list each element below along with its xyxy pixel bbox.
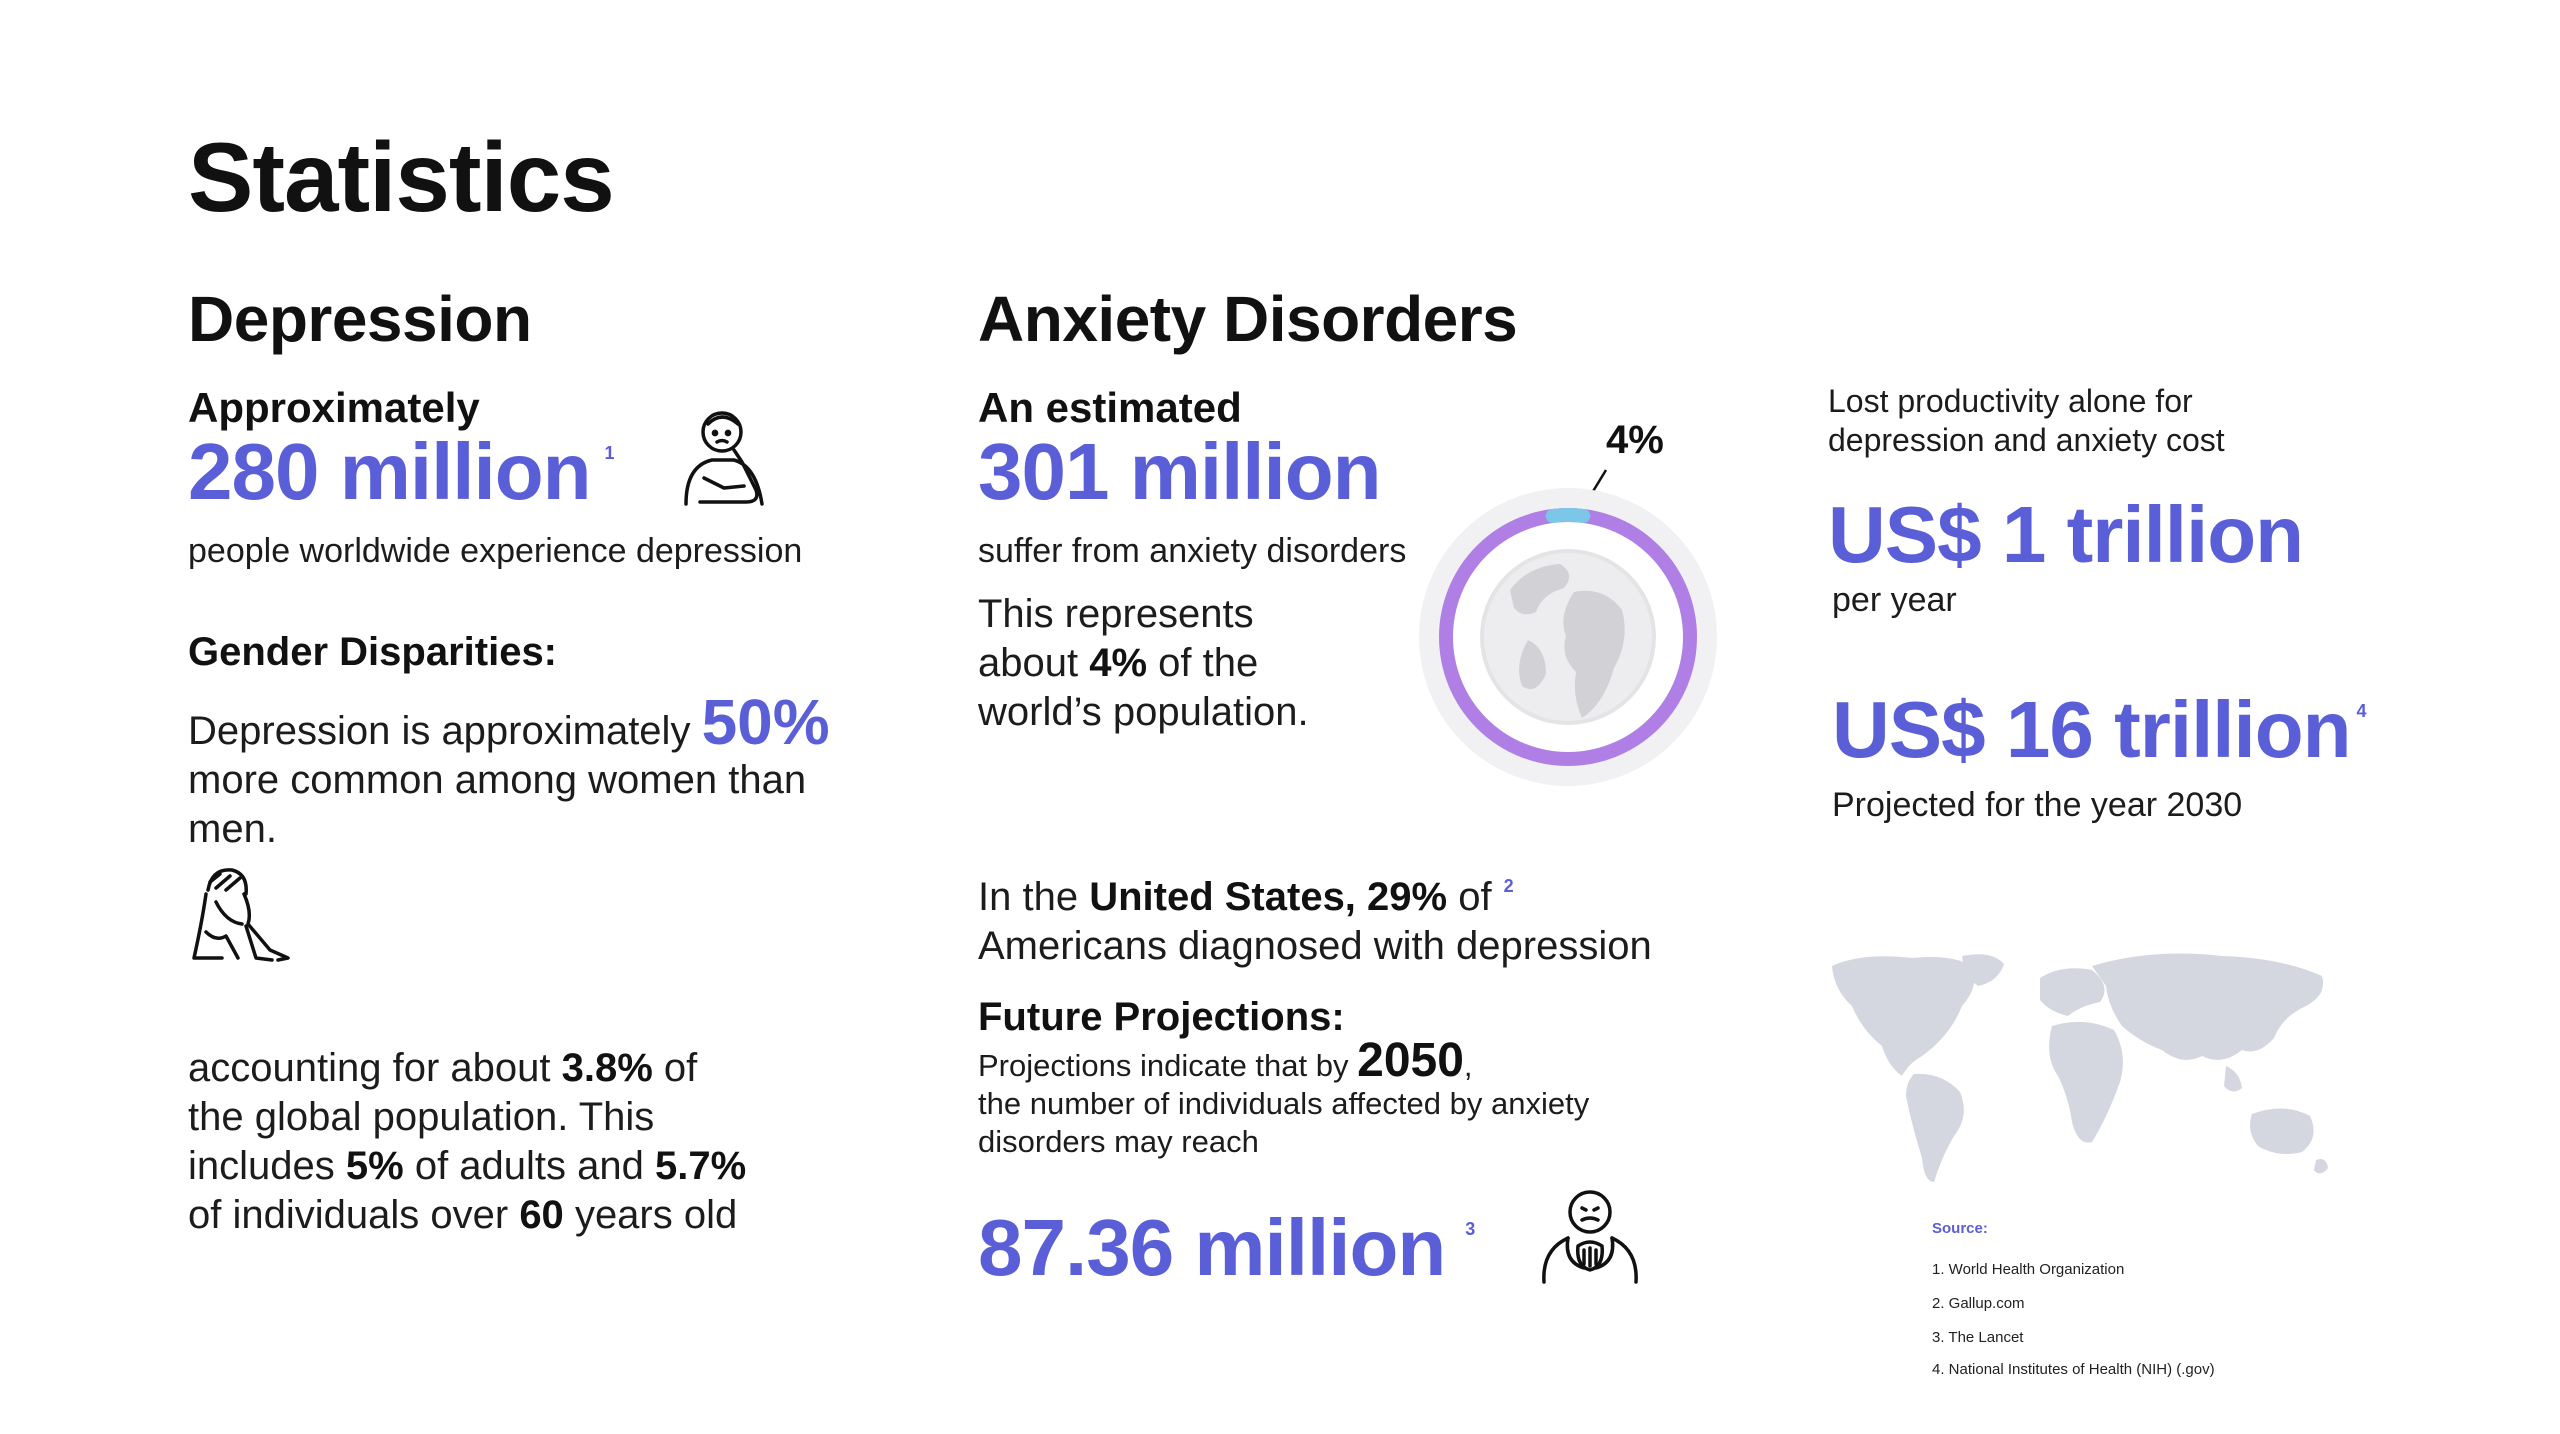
globe-icon — [1480, 549, 1656, 725]
future-1: Projections indicate that by — [978, 1048, 1349, 1083]
acct-3: of adults and — [414, 1144, 644, 1188]
acct-2: of the global population. This includes — [188, 1046, 698, 1188]
depression-lead: Approximately — [188, 384, 480, 431]
depression-ref: 1 — [604, 443, 614, 463]
anxiety-represents: This represents about 4% of the world’s … — [978, 590, 1358, 737]
world-map-icon — [1832, 953, 2328, 1182]
us-stat: In the United States, 29% of 2 Americans … — [978, 862, 1652, 971]
us-1: In the — [978, 875, 1079, 919]
us-3: Americans diagnosed with depression — [978, 924, 1652, 968]
economy-figure-2: US$ 16 trillion 4 — [1832, 690, 2367, 770]
depression-heading: Depression — [188, 283, 532, 355]
gender-text: Depression is approximately 50% more com… — [188, 690, 888, 854]
acct-elder: 5.7% — [655, 1144, 747, 1188]
future-text: Projections indicate that by 2050, the n… — [978, 1034, 1590, 1160]
future-2: the number of individuals affected by an… — [978, 1086, 1590, 1159]
rep-1: This represents about — [978, 592, 1254, 685]
donut-marker — [1545, 508, 1591, 523]
depression-figure-value: 280 million — [188, 427, 591, 516]
acct-age: 60 — [519, 1193, 564, 1237]
future-heading: Future Projections: — [978, 995, 1345, 1039]
anxiety-desc: suffer from anxiety disorders — [978, 532, 1407, 570]
gender-pct: 50% — [701, 686, 830, 758]
future-year: 2050 — [1357, 1034, 1464, 1087]
acct-4: of individuals over — [188, 1193, 509, 1237]
anxiety-lead: An estimated — [978, 384, 1242, 431]
us-ref: 2 — [1503, 876, 1514, 896]
donut-track — [1419, 488, 1717, 786]
source-item-4: 4. National Institutes of Health (NIH) (… — [1932, 1361, 2215, 1378]
acct-adults: 5% — [345, 1144, 404, 1188]
future-ref: 3 — [1465, 1219, 1475, 1239]
future-figure-value: 87.36 million — [978, 1203, 1446, 1292]
acct-1: accounting for about — [188, 1046, 551, 1090]
sad-sitting-person-icon — [192, 868, 290, 962]
anxiety-heading: Anxiety Disorders — [978, 283, 1518, 355]
acct-pct: 3.8% — [561, 1046, 653, 1090]
source-item-2: 2. Gallup.com — [1932, 1295, 2025, 1312]
economy-ref: 4 — [2356, 701, 2366, 721]
gender-text-1: Depression is approximately — [188, 709, 691, 753]
anxiety-figure: 301 million — [978, 427, 1381, 516]
donut-label: 4% — [1606, 418, 1664, 462]
rep-pct: 4% — [1089, 641, 1148, 685]
acct-5: years old — [574, 1193, 738, 1237]
gender-heading: Gender Disparities: — [188, 630, 558, 674]
depression-desc: people worldwide experience depression — [188, 532, 803, 570]
donut-chart — [1419, 469, 1717, 786]
source-item-3: 3. The Lancet — [1932, 1329, 2024, 1346]
economy-figure-2-value: US$ 16 trillion — [1832, 685, 2351, 774]
depression-figure: 280 million 1 — [188, 432, 615, 512]
us-country: United States, 29% — [1089, 875, 1448, 919]
us-2: of — [1458, 875, 1492, 919]
future-figure: 87.36 million 3 — [978, 1208, 1475, 1288]
gender-text-2: more common among women than men. — [188, 758, 807, 851]
economy-figure-2-note: Projected for the year 2030 — [1832, 786, 2243, 824]
accounting-text: accounting for about 3.8% of the global … — [188, 1044, 748, 1240]
economy-figure-1: US$ 1 trillion — [1828, 490, 2304, 579]
rep-2: of the world’s population. — [978, 641, 1309, 734]
thinking-person-icon — [684, 411, 764, 506]
page-title: Statistics — [188, 122, 615, 232]
economy-figure-1-note: per year — [1832, 581, 1957, 619]
source-item-1: 1. World Health Organization — [1932, 1261, 2125, 1278]
sources-title: Source: — [1932, 1220, 1988, 1237]
worried-person-icon — [1542, 1190, 1638, 1284]
economy-intro: Lost productivity alone for depression a… — [1828, 383, 2225, 458]
